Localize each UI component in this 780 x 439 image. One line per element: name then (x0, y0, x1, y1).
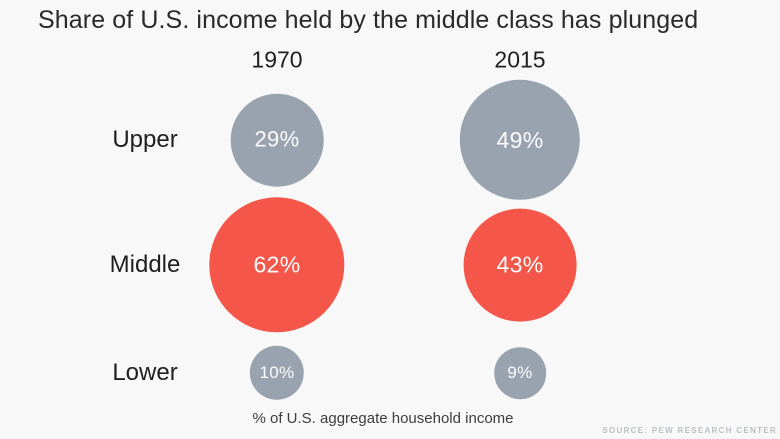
chart-title: Share of U.S. income held by the middle … (38, 6, 699, 34)
bubble-value: 62% (253, 251, 301, 278)
bubble-lower-1970: 10% (249, 345, 305, 401)
bubble-upper-1970: 29% (230, 93, 324, 187)
column-header-1970: 1970 (251, 46, 303, 73)
row-label-middle: Middle (109, 251, 181, 278)
bubble-value: 9% (507, 363, 533, 382)
bubble-value: 43% (496, 251, 544, 278)
unit-footnote: % of U.S. aggregate household income (252, 410, 514, 427)
bubble-value: 10% (259, 362, 295, 382)
bubble-middle-1970: 62% (209, 197, 345, 333)
bubble-value: 49% (496, 126, 544, 153)
column-header-2015: 2015 (494, 46, 546, 73)
source-credit: SOURCE: PEW RESEARCH CENTER (602, 426, 777, 435)
bubble-lower-2015: 9% (494, 347, 546, 399)
bubble-middle-2015: 43% (463, 208, 577, 322)
row-label-upper: Upper (112, 126, 178, 153)
bubble-value: 29% (254, 126, 300, 152)
row-label-lower: Lower (112, 359, 178, 386)
bubble-upper-2015: 49% (459, 79, 581, 201)
